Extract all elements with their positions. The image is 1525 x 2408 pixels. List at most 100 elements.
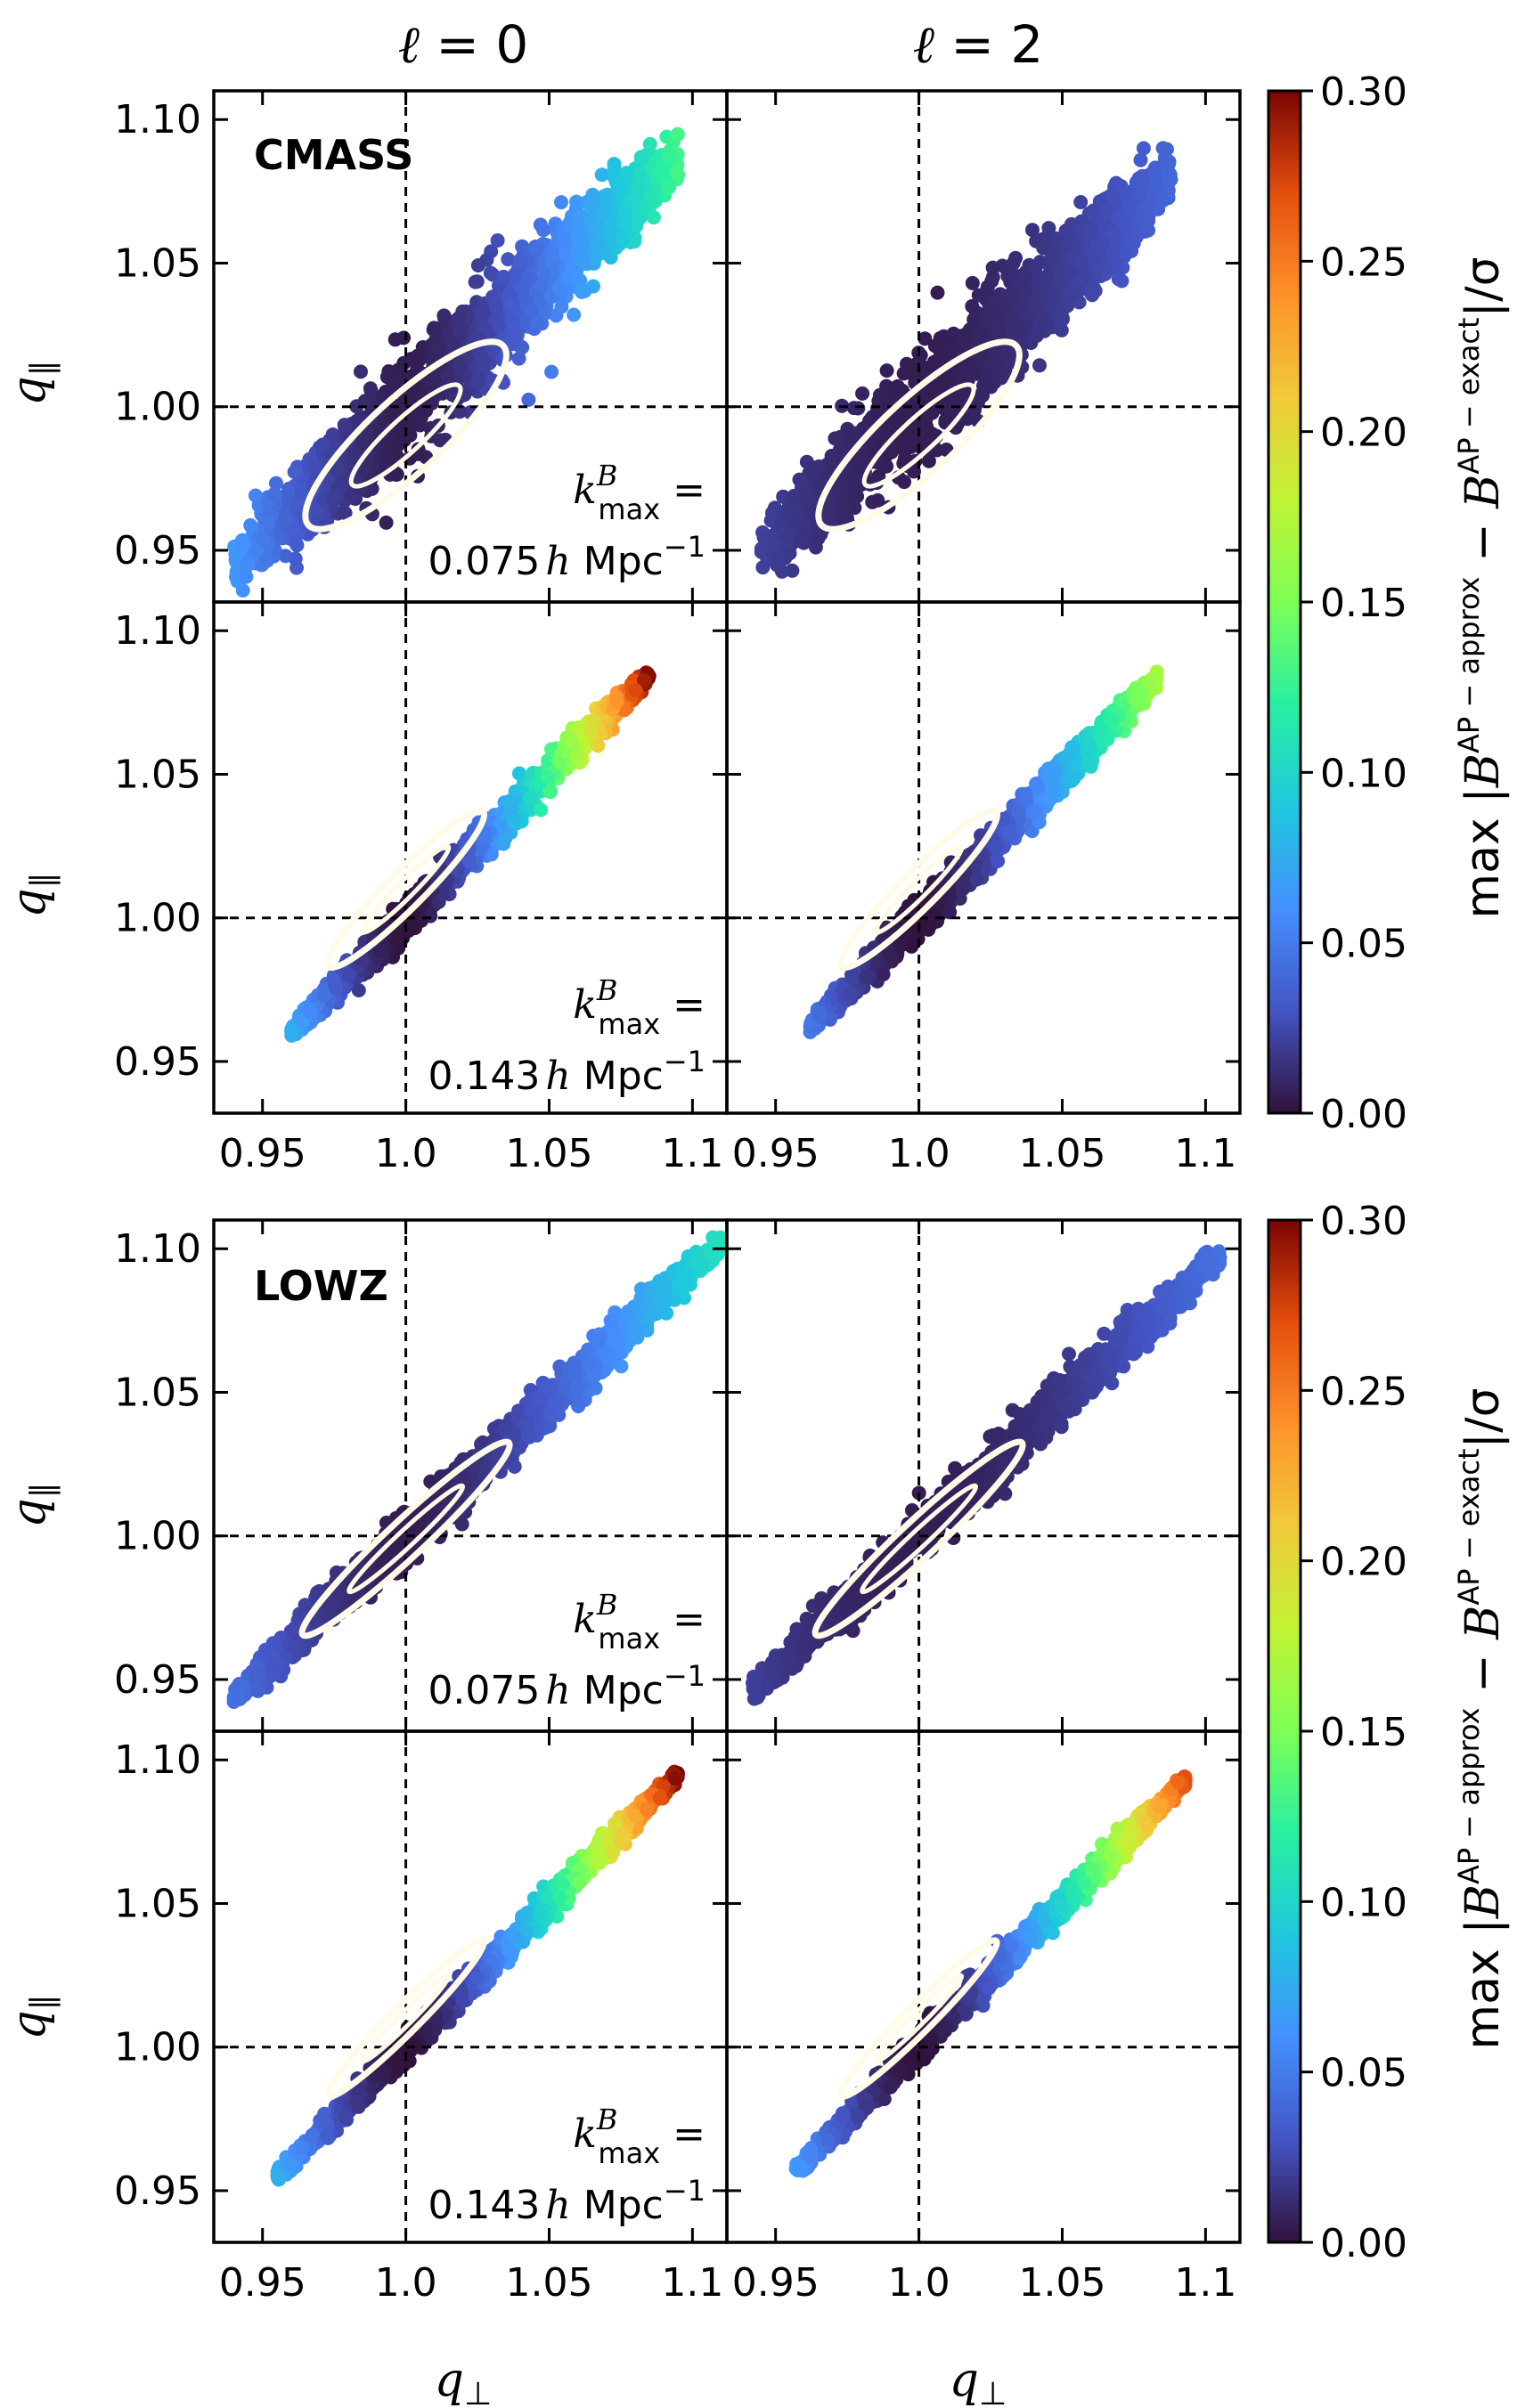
scatter-point	[290, 538, 305, 553]
scatter-point	[1092, 194, 1107, 209]
scatter-point	[973, 349, 988, 364]
scatter-point	[594, 167, 609, 183]
scatter-point	[626, 193, 641, 208]
scatter-point	[384, 452, 399, 466]
scatter-point	[379, 515, 394, 530]
scatter-point	[441, 370, 456, 384]
scatter-point	[1161, 167, 1176, 182]
scatter-point	[985, 260, 1000, 275]
scatter-point	[569, 194, 583, 209]
scatter-point	[646, 210, 661, 225]
scatter-point	[1011, 317, 1025, 331]
scatter-point	[430, 369, 445, 384]
scatter-point	[965, 298, 980, 313]
scatter-point	[1111, 272, 1126, 287]
scatter-point	[387, 332, 403, 347]
contour-ellipse	[302, 338, 510, 533]
scatter-point	[1055, 312, 1070, 327]
scatter-point	[436, 308, 452, 323]
scatter-point	[972, 330, 987, 346]
scatter-point	[1118, 246, 1133, 261]
scatter-point	[432, 340, 446, 355]
scatter-point	[287, 465, 302, 479]
scatter-point	[290, 560, 304, 575]
scatter-point	[1073, 195, 1089, 209]
scatter-point	[1058, 224, 1073, 239]
scatter-point	[574, 238, 589, 252]
scatter-point	[235, 538, 250, 553]
scatter-point	[516, 281, 531, 295]
scatter-point	[451, 311, 466, 326]
scatter-point	[1045, 251, 1060, 266]
scatter-point	[453, 357, 468, 372]
column-title-ell0: ℓ = 0	[398, 14, 529, 75]
scatter-point	[832, 443, 847, 458]
scatter-point	[921, 453, 936, 468]
scatter-point	[485, 267, 501, 282]
scatter-point	[544, 364, 559, 379]
scatter-point	[980, 280, 995, 295]
scatter-point	[529, 241, 544, 256]
scatter-point	[294, 486, 309, 501]
scatter-point	[1082, 224, 1097, 239]
scatter-point	[471, 373, 485, 388]
scatter-panel-cmass-k0.075-ell2	[727, 91, 1240, 602]
scatter-point	[609, 695, 624, 710]
scatter-point	[248, 488, 263, 503]
scatter-point	[315, 437, 330, 452]
scatter-point	[337, 418, 352, 433]
scatter-point	[525, 304, 540, 319]
scatter-point	[1085, 252, 1100, 267]
scatter-point	[636, 673, 651, 687]
scatter-point	[559, 247, 573, 262]
scatter-point	[1138, 224, 1153, 239]
scatter-point	[554, 195, 568, 210]
scatter-point	[338, 506, 353, 521]
scatter-point	[633, 150, 648, 165]
scatter-point	[1133, 152, 1148, 167]
scatter-point	[847, 427, 862, 441]
scatter-point	[577, 284, 592, 298]
scatter-point	[930, 285, 945, 300]
scatter-point	[1105, 245, 1121, 260]
scatter-point	[670, 126, 685, 142]
scatter-point	[284, 1024, 299, 1039]
scatter-point	[791, 511, 806, 526]
scatter-point	[610, 186, 625, 201]
scatter-point	[327, 490, 342, 505]
scatter-point	[542, 783, 558, 798]
scatter-point	[846, 401, 861, 416]
scatter-point	[302, 1005, 317, 1020]
scatter-point	[642, 136, 657, 151]
scatter-point	[257, 533, 272, 548]
scatter-point	[662, 180, 677, 195]
scatter-point	[469, 274, 485, 289]
scatter-point	[357, 394, 372, 409]
scatter-point	[620, 216, 634, 231]
scatter-point	[269, 476, 283, 491]
scatter-point	[536, 266, 550, 281]
scatter-point	[496, 269, 511, 284]
scatter-point	[855, 386, 870, 401]
scatter-point	[978, 376, 993, 391]
scatter-point	[1098, 205, 1113, 220]
scatter-point	[964, 365, 979, 379]
scatter-point	[267, 488, 282, 503]
scatter-point	[897, 475, 912, 490]
scatter-point	[1161, 157, 1176, 172]
scatter-point	[763, 541, 779, 556]
scatter-point	[239, 558, 254, 574]
scatter-point	[354, 364, 368, 379]
scatter-panels	[214, 91, 1240, 2242]
scatter-point	[325, 427, 340, 442]
scatter-point	[782, 546, 797, 561]
scatter-point	[476, 359, 490, 373]
scatter-point	[569, 269, 584, 284]
scatter-point	[381, 364, 396, 378]
scatter-point	[523, 791, 538, 806]
scatter-point	[944, 406, 958, 421]
scatter-point	[281, 485, 296, 500]
scatter-panel-cmass-k0.075-ell0	[214, 91, 727, 602]
contour-ellipse	[324, 807, 488, 972]
